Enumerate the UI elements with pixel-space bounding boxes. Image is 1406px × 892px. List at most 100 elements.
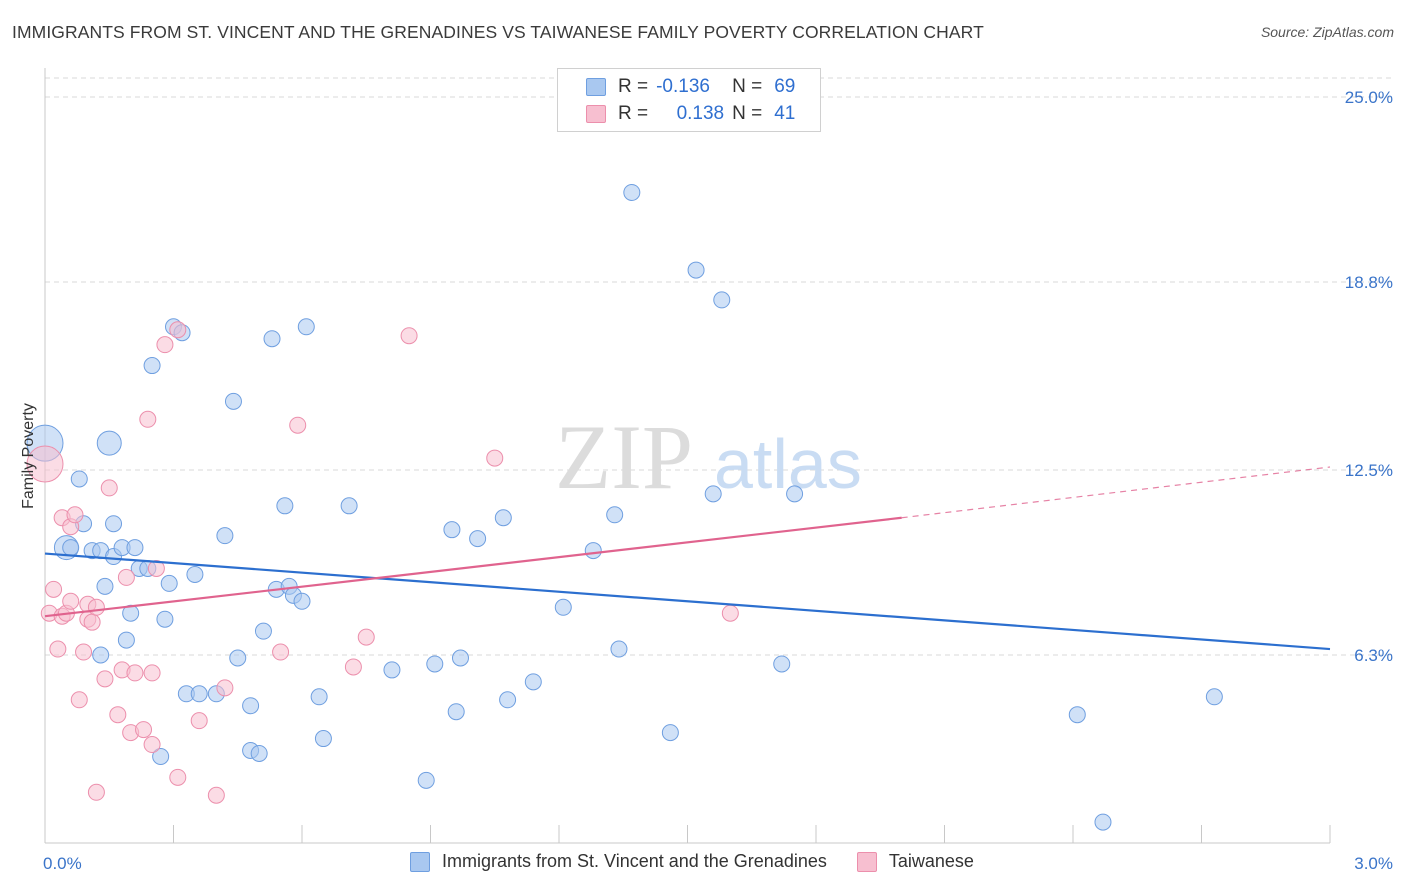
y-tick-label: 25.0%	[1345, 88, 1393, 107]
point-immigrants	[297, 318, 315, 336]
point-taiwanese	[126, 664, 144, 682]
point-taiwanese	[70, 691, 88, 709]
point-taiwanese	[400, 327, 418, 345]
point-taiwanese	[156, 336, 174, 354]
source-label: Source: ZipAtlas.com	[1260, 24, 1394, 40]
trend-line	[44, 552, 1331, 651]
point-taiwanese	[143, 736, 161, 754]
point-taiwanese	[216, 679, 234, 697]
point-taiwanese	[135, 721, 153, 739]
point-taiwanese	[100, 479, 118, 497]
point-immigrants	[417, 771, 435, 789]
legend-row-taiwanese: R = 0.138 N = 41	[586, 102, 795, 126]
point-immigrants	[314, 730, 332, 748]
point-immigrants	[70, 470, 88, 488]
point-immigrants	[105, 515, 123, 533]
point-taiwanese	[109, 706, 127, 724]
point-taiwanese	[169, 321, 187, 339]
series-legend: Immigrants from St. Vincent and the Gren…	[410, 851, 1004, 872]
point-taiwanese	[169, 768, 187, 786]
point-immigrants	[293, 592, 311, 610]
point-immigrants	[494, 509, 512, 527]
point-immigrants	[713, 291, 731, 309]
watermark-zip: ZIP	[555, 406, 693, 508]
point-immigrants	[186, 565, 204, 583]
point-taiwanese	[87, 598, 105, 616]
y-tick-label: 18.8%	[1345, 273, 1393, 292]
point-taiwanese	[66, 506, 84, 524]
point-taiwanese	[344, 658, 362, 676]
point-immigrants	[623, 183, 641, 201]
point-taiwanese	[75, 643, 93, 661]
point-immigrants	[152, 747, 170, 765]
legend-n-label: N =	[732, 76, 763, 97]
x-tick-label: 0.0%	[43, 854, 82, 873]
point-immigrants	[451, 649, 469, 667]
y-axis-title: Family Poverty	[20, 403, 37, 509]
point-immigrants	[383, 661, 401, 679]
point-taiwanese	[272, 643, 290, 661]
point-immigrants	[92, 646, 110, 664]
legend-swatch-blue	[410, 851, 430, 872]
point-immigrants	[704, 485, 722, 503]
legend-r-value: 0.138	[676, 103, 725, 124]
x-tick-label: 3.0%	[1354, 854, 1393, 873]
point-taiwanese	[357, 628, 375, 646]
y-tick-label: 6.3%	[1354, 646, 1393, 665]
legend-r-value: -0.136	[656, 76, 710, 97]
point-taiwanese	[289, 416, 307, 434]
point-immigrants	[687, 261, 705, 279]
point-immigrants	[143, 357, 161, 375]
point-taiwanese	[26, 445, 64, 483]
legend-label: Immigrants from St. Vincent and the Gren…	[442, 851, 827, 871]
point-immigrants	[554, 598, 572, 616]
point-immigrants	[254, 622, 272, 640]
point-immigrants	[443, 521, 461, 539]
ticks: 6.3% 12.5% 18.8% 25.0% 0.0% 3.0%	[43, 88, 1393, 873]
point-immigrants	[242, 697, 260, 715]
point-immigrants	[584, 542, 602, 560]
legend-r-label: R =	[618, 103, 649, 124]
legend-item-taiwanese[interactable]: Taiwanese	[856, 851, 974, 872]
point-taiwanese	[207, 786, 225, 804]
point-immigrants	[229, 649, 247, 667]
point-immigrants	[340, 497, 358, 515]
point-immigrants	[499, 691, 517, 709]
trend-line	[44, 516, 902, 618]
point-immigrants	[190, 685, 208, 703]
legend-label: Taiwanese	[888, 851, 974, 871]
point-immigrants	[276, 497, 294, 515]
point-immigrants	[606, 506, 624, 524]
point-taiwanese	[486, 449, 504, 467]
legend-r-label: R =	[618, 76, 649, 97]
legend-swatch-pink	[856, 851, 877, 872]
trend-lines	[44, 466, 1331, 651]
legend-row-immigrants: R = -0.136 N = 69	[586, 75, 795, 99]
point-immigrants	[263, 330, 281, 348]
point-immigrants	[62, 539, 80, 557]
point-taiwanese	[87, 783, 105, 801]
point-taiwanese	[721, 604, 739, 622]
point-taiwanese	[139, 410, 157, 428]
chart-title: IMMIGRANTS FROM ST. VINCENT AND THE GREN…	[12, 22, 984, 42]
point-immigrants	[1205, 688, 1223, 706]
point-immigrants	[1094, 813, 1112, 831]
point-immigrants	[661, 724, 679, 742]
point-taiwanese	[45, 580, 63, 598]
point-taiwanese	[143, 664, 161, 682]
point-immigrants	[216, 527, 234, 545]
point-immigrants	[156, 610, 174, 628]
point-immigrants	[773, 655, 791, 673]
point-immigrants	[250, 744, 268, 762]
point-immigrants	[96, 577, 114, 595]
point-immigrants	[160, 574, 178, 592]
legend-item-immigrants[interactable]: Immigrants from St. Vincent and the Gren…	[410, 851, 827, 872]
point-immigrants	[122, 604, 140, 622]
point-immigrants	[96, 430, 122, 456]
legend-swatch-pink	[586, 105, 606, 123]
legend-swatch-blue	[586, 78, 606, 96]
point-immigrants	[524, 673, 542, 691]
point-immigrants	[426, 655, 444, 673]
point-taiwanese	[96, 670, 114, 688]
